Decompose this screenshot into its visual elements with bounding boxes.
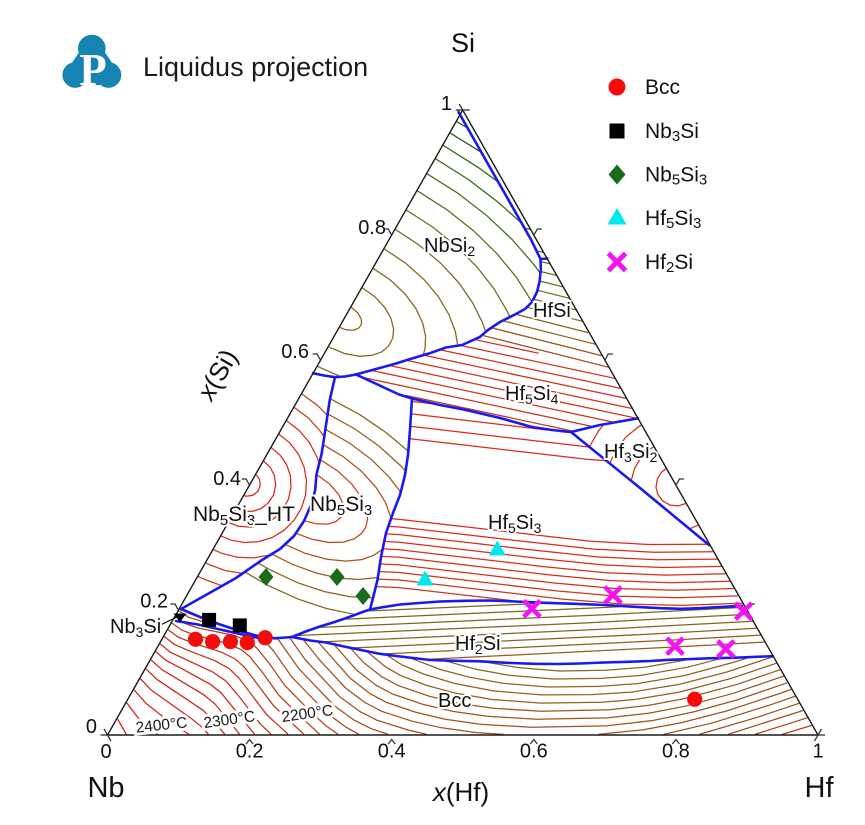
- svg-text:0.2: 0.2: [236, 741, 264, 763]
- svg-text:Hf: Hf: [805, 772, 835, 804]
- svg-text:Hf2Si: Hf2Si: [455, 633, 501, 657]
- svg-text:Hf5Si4: Hf5Si4: [505, 383, 559, 407]
- svg-text:Liquidus projection: Liquidus projection: [143, 52, 368, 82]
- svg-text:Bcc: Bcc: [645, 76, 680, 99]
- svg-text:0.8: 0.8: [358, 217, 386, 239]
- svg-text:Nb: Nb: [87, 772, 124, 804]
- svg-text:0: 0: [86, 716, 97, 738]
- svg-text:0.2: 0.2: [140, 591, 168, 613]
- svg-text:NbSi2: NbSi2: [424, 235, 475, 259]
- svg-text:Hf2Si: Hf2Si: [645, 251, 693, 276]
- svg-text:x(Hf): x(Hf): [431, 777, 489, 807]
- svg-text:0.4: 0.4: [378, 741, 406, 763]
- svg-text:Nb5Si3: Nb5Si3: [310, 493, 372, 519]
- svg-text:1: 1: [812, 741, 823, 763]
- svg-text:0.6: 0.6: [281, 341, 309, 363]
- svg-text:Hf3Si2: Hf3Si2: [604, 441, 658, 465]
- svg-text:0.8: 0.8: [662, 741, 690, 763]
- svg-text:Hf5Si3: Hf5Si3: [645, 207, 701, 232]
- svg-text:1: 1: [441, 93, 452, 115]
- svg-text:0.6: 0.6: [520, 741, 548, 763]
- svg-text:Nb5Si3_HT: Nb5Si3_HT: [193, 503, 295, 529]
- svg-text:0.4: 0.4: [213, 468, 241, 490]
- svg-text:HfSi: HfSi: [533, 300, 571, 322]
- svg-text:P: P: [79, 45, 107, 95]
- svg-text:Si: Si: [451, 28, 475, 58]
- svg-text:Hf5Si3: Hf5Si3: [488, 512, 542, 536]
- svg-text:Nb3Si: Nb3Si: [645, 120, 699, 145]
- svg-text:Nb3Si: Nb3Si: [110, 616, 161, 640]
- svg-text:Bcc: Bcc: [438, 690, 471, 712]
- svg-text:0: 0: [100, 741, 111, 763]
- svg-text:Nb5Si3: Nb5Si3: [645, 164, 707, 189]
